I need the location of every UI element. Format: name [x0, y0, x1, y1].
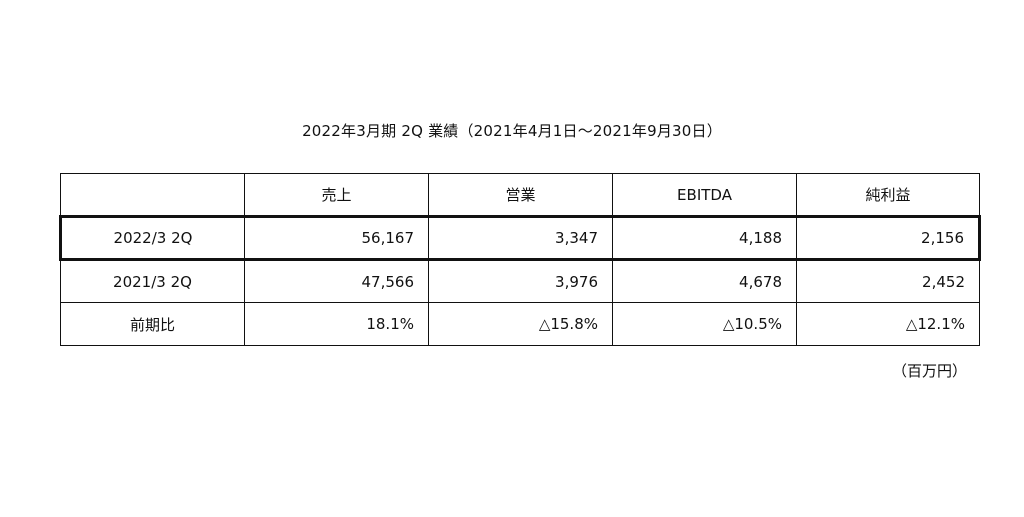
cell-operating: 3,976 — [428, 259, 613, 303]
cell-ebitda: 4,678 — [612, 259, 797, 303]
row-label: 2022/3 2Q — [59, 215, 245, 261]
cell-ebitda: 4,188 — [612, 215, 797, 261]
table-row-previous: 2021/3 2Q 47,566 3,976 4,678 2,452 — [60, 259, 980, 303]
cell-sales: 18.1% — [244, 302, 429, 346]
cell-sales: 56,167 — [244, 215, 429, 261]
table-row-current: 2022/3 2Q 56,167 3,347 4,188 2,156 — [59, 215, 981, 261]
unit-note: （百万円） — [891, 362, 967, 380]
results-table: 売上 営業 EBITDA 純利益 2022/3 2Q 56,167 3,347 … — [59, 173, 981, 346]
cell-ebitda: △10.5% — [612, 302, 797, 346]
cell-net-income: △12.1% — [796, 302, 980, 346]
cell-operating: △15.8% — [428, 302, 613, 346]
header-cell-blank — [60, 173, 245, 217]
table-row-yoy: 前期比 18.1% △15.8% △10.5% △12.1% — [60, 302, 980, 346]
cell-sales: 47,566 — [244, 259, 429, 303]
row-label: 前期比 — [60, 302, 245, 346]
header-cell-net-income: 純利益 — [796, 173, 980, 217]
document-title: 2022年3月期 2Q 業績（2021年4月1日〜2021年9月30日） — [302, 122, 722, 140]
header-cell-sales: 売上 — [244, 173, 429, 217]
header-cell-operating: 営業 — [428, 173, 613, 217]
table-header-row: 売上 営業 EBITDA 純利益 — [60, 173, 980, 217]
cell-operating: 3,347 — [428, 215, 613, 261]
row-label: 2021/3 2Q — [60, 259, 245, 303]
cell-net-income: 2,156 — [796, 215, 981, 261]
cell-net-income: 2,452 — [796, 259, 980, 303]
header-cell-ebitda: EBITDA — [612, 173, 797, 217]
